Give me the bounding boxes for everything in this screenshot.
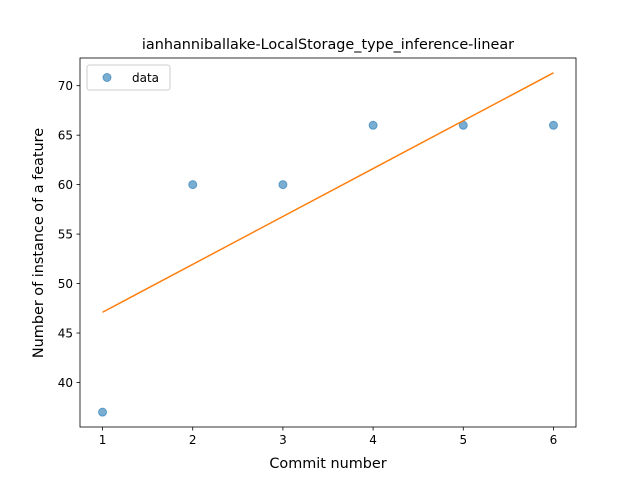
y-tick-label: 50 <box>58 277 73 291</box>
x-tick-label: 1 <box>99 433 107 447</box>
x-tick-label: 6 <box>550 433 558 447</box>
axes-frame <box>79 57 577 428</box>
data-point <box>548 120 558 130</box>
fit-line <box>102 72 554 313</box>
y-tick-label: 65 <box>58 128 73 142</box>
x-tick-label: 2 <box>189 433 197 447</box>
data-point <box>368 120 378 130</box>
data-point <box>98 407 108 417</box>
legend-label: data <box>132 71 159 85</box>
data-point <box>188 180 198 190</box>
legend-marker <box>102 73 112 82</box>
x-tick-label: 4 <box>369 433 377 447</box>
y-tick-label: 45 <box>58 326 73 340</box>
data-point <box>278 180 288 190</box>
x-tick-label: 5 <box>459 433 467 447</box>
y-tick-label: 70 <box>58 79 73 93</box>
y-tick-label: 40 <box>58 376 73 390</box>
chart-title: ianhanniballake-LocalStorage_type_infere… <box>142 37 514 53</box>
y-axis-label: Number of instance of a feature <box>31 128 47 358</box>
y-tick-label: 60 <box>58 178 73 192</box>
y-tick-label: 55 <box>58 227 73 241</box>
x-tick-label: 3 <box>279 433 287 447</box>
legend-box <box>86 64 171 91</box>
x-axis-label: Commit number <box>269 456 386 472</box>
